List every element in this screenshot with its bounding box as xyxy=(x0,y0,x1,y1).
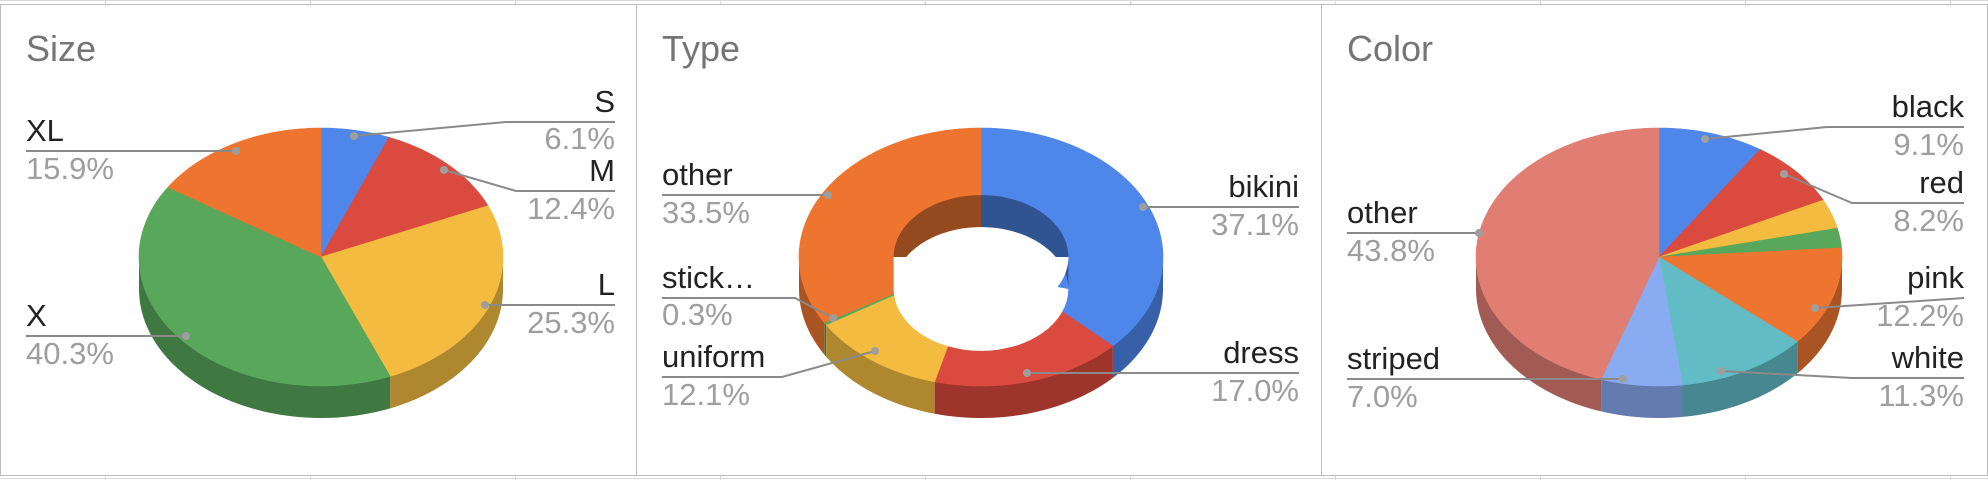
slice-percent: 15.9% xyxy=(26,151,114,186)
slice-percent: 33.5% xyxy=(662,195,750,230)
slice-side-X xyxy=(139,257,391,418)
chart-panel-size[interactable]: Size S 6.1% M 12.4% L 25.3% X 40.3% XL 1… xyxy=(0,4,638,476)
pie-slice-S[interactable] xyxy=(320,127,390,259)
slice-percent: 7.0% xyxy=(1347,379,1418,414)
chart-title: Size xyxy=(26,28,96,69)
leader-dot xyxy=(824,191,832,199)
leader-dot xyxy=(440,166,448,174)
chart-title: Type xyxy=(662,28,740,69)
leader-dot xyxy=(1139,203,1147,211)
donut-chart-type[interactable]: Type bikini 37.1% dress 17.0% uniform 12… xyxy=(637,5,1324,477)
pie-slice-black[interactable] xyxy=(1658,127,1761,258)
slice-side-dress xyxy=(934,345,1113,418)
slice-label: red xyxy=(1919,165,1964,200)
leader-dot xyxy=(232,147,240,155)
slice-label: striped xyxy=(1347,341,1440,376)
leader-dot xyxy=(871,347,879,355)
donut-hole-face xyxy=(893,257,1069,319)
slice-percent: 9.1% xyxy=(1893,127,1964,162)
slice-side-L xyxy=(390,257,503,409)
leader-line xyxy=(662,297,834,319)
slice-percent: 11.3% xyxy=(1878,378,1964,413)
slice-percent: 17.0% xyxy=(1211,373,1299,408)
leader-dot xyxy=(1701,135,1709,143)
leader-dot xyxy=(1023,369,1031,377)
pie-top xyxy=(1475,127,1843,387)
slice-percent: 43.8% xyxy=(1347,233,1435,268)
pie-slice-XL[interactable] xyxy=(167,127,322,258)
slice-label: other xyxy=(1347,195,1418,230)
pie-slice-unlabeled[interactable] xyxy=(1658,227,1842,258)
slice-label: white xyxy=(1891,340,1964,375)
leader-dot xyxy=(350,132,358,140)
slice-label: bikini xyxy=(1228,169,1299,204)
slice-percent: 37.1% xyxy=(1211,207,1299,242)
donut-inner-wall xyxy=(981,195,1069,289)
leader-dot xyxy=(1780,170,1788,178)
leader-line xyxy=(1720,370,1964,379)
leader-dot xyxy=(829,314,837,322)
slice-label: X xyxy=(26,298,47,333)
leader-dot xyxy=(1811,304,1819,312)
slice-label: M xyxy=(589,153,615,188)
slice-label: black xyxy=(1892,89,1965,124)
leader-dot xyxy=(1619,375,1627,383)
leader-dot xyxy=(182,332,190,340)
slice-label: uniform xyxy=(662,339,765,374)
leader-line xyxy=(353,121,615,137)
slice-percent: 6.1% xyxy=(544,121,615,156)
slice-label: S xyxy=(594,84,615,119)
pie-labels: bikini 37.1% dress 17.0% uniform 12.1% s… xyxy=(662,157,1299,412)
leader-dot xyxy=(1475,229,1483,237)
pie-slice-white[interactable] xyxy=(1658,256,1798,386)
leader-line xyxy=(662,350,876,378)
donut-inner-wall xyxy=(893,195,981,289)
slice-label: dress xyxy=(1223,335,1299,370)
slice-side-striped xyxy=(1601,379,1683,418)
slice-side-bikini xyxy=(1112,257,1163,378)
leader-line xyxy=(1814,297,1965,309)
leader-dot xyxy=(481,301,489,309)
pie-labels: black 9.1% red 8.2% pink 12.2% white 11.… xyxy=(1347,89,1964,414)
pie-slice-pink[interactable] xyxy=(1658,247,1843,342)
pie-chart-color[interactable]: Color black 9.1% red 8.2% pink 12.2% whi… xyxy=(1322,5,1988,477)
slice-label: other xyxy=(662,157,733,192)
slice-label: L xyxy=(598,267,615,302)
slice-side-other xyxy=(1476,257,1602,412)
pie-slice-X[interactable] xyxy=(138,186,391,387)
pie-labels: S 6.1% M 12.4% L 25.3% X 40.3% XL 15.9% xyxy=(26,84,615,371)
slice-side-pink xyxy=(1797,257,1842,374)
chart-title: Color xyxy=(1347,28,1433,69)
slice-side-uniform xyxy=(826,324,935,414)
chart-panel-type[interactable]: Type bikini 37.1% dress 17.0% uniform 12… xyxy=(636,4,1323,476)
grid-line xyxy=(0,0,1988,1)
slice-percent: 40.3% xyxy=(26,336,114,371)
slice-label: stick… xyxy=(662,260,755,295)
pie-slice-unlabeled[interactable] xyxy=(1658,199,1838,258)
slice-percent: 12.2% xyxy=(1876,298,1964,333)
pie-slice-striped[interactable] xyxy=(1600,256,1683,387)
pie-top xyxy=(798,127,1164,387)
pie-chart-size[interactable]: Size S 6.1% M 12.4% L 25.3% X 40.3% XL 1… xyxy=(1,5,639,477)
slice-side-stick… xyxy=(824,322,827,357)
slice-percent: 8.2% xyxy=(1893,203,1964,238)
pie-sides xyxy=(139,257,503,418)
leader-line xyxy=(1783,173,1964,204)
slice-percent: 25.3% xyxy=(527,305,615,340)
chart-panel-color[interactable]: Color black 9.1% red 8.2% pink 12.2% whi… xyxy=(1321,4,1988,476)
slice-label: XL xyxy=(26,113,64,148)
leader-line xyxy=(443,169,615,192)
slice-percent: 0.3% xyxy=(662,297,733,332)
leader-dot xyxy=(1717,367,1725,375)
pie-top xyxy=(138,127,504,387)
grid-line xyxy=(0,478,1988,479)
leader-line xyxy=(1704,126,1964,140)
slice-percent: 12.1% xyxy=(662,377,750,412)
slice-label: pink xyxy=(1907,260,1964,295)
slice-percent: 12.4% xyxy=(527,191,615,226)
